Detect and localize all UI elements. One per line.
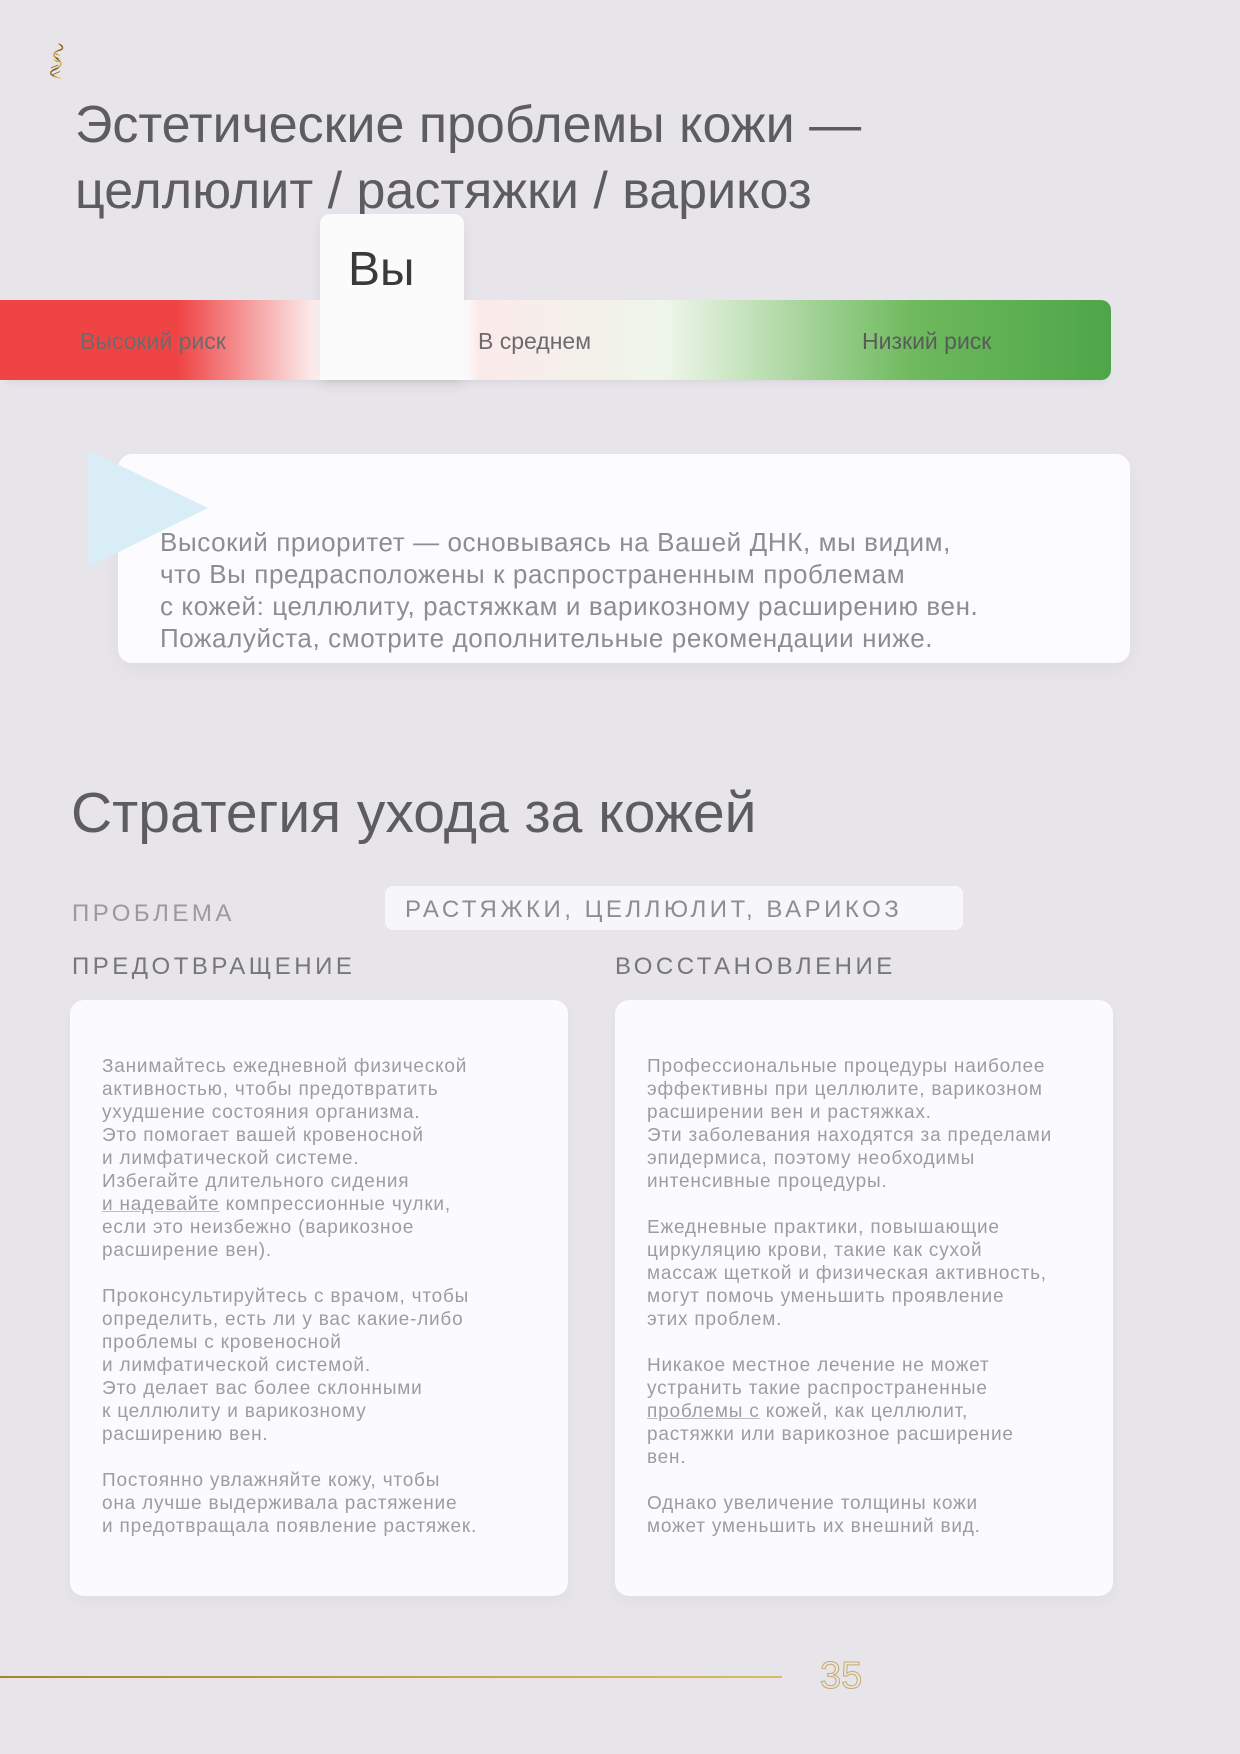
svg-text:35: 35	[820, 1655, 862, 1697]
